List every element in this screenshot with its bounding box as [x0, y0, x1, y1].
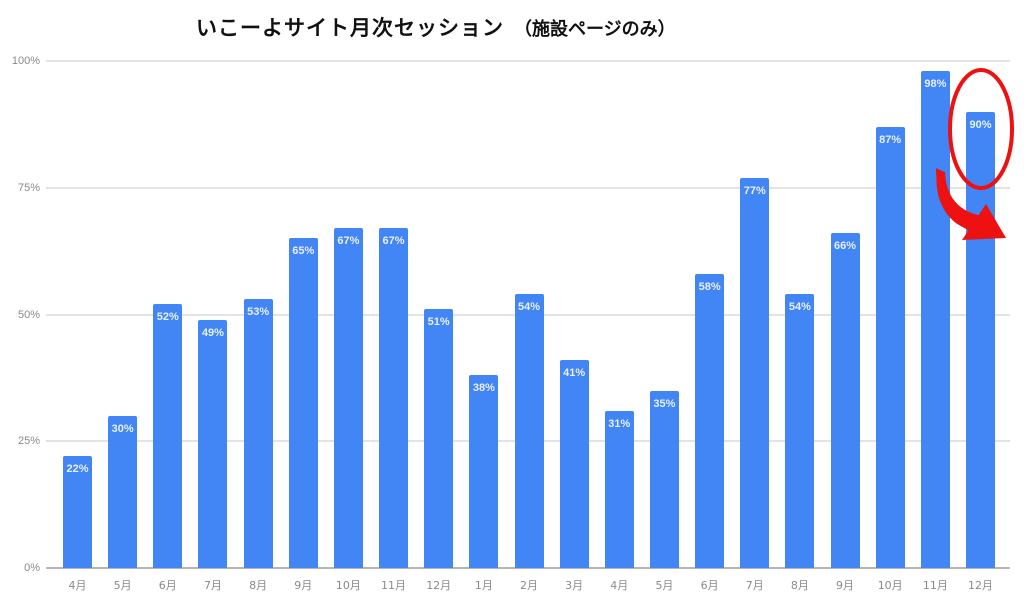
bar-value-label: 77%	[743, 184, 766, 197]
bar: 53%	[243, 299, 273, 568]
x-tick-label: 11月	[922, 579, 948, 592]
y-tick-label: 50%	[17, 308, 40, 321]
bar: 52%	[153, 304, 183, 568]
bar-value-label: 53%	[247, 306, 270, 319]
gridline	[46, 60, 1010, 62]
bar: 49%	[198, 319, 228, 568]
bar-value-label: 49%	[201, 326, 224, 339]
bar-value-label: 90%	[969, 118, 992, 131]
bar-value-label: 54%	[517, 301, 541, 314]
chart-title: いこーよサイト月次セッション （施設ページのみ）	[196, 12, 676, 42]
bar-value-label: 52%	[156, 311, 179, 324]
bar-value-label: 31%	[608, 417, 631, 430]
x-tick-label: 8月	[249, 579, 268, 592]
x-tick-label: 4月	[68, 579, 87, 592]
bar-value-label: 41%	[563, 367, 586, 380]
y-tick-label: 75%	[17, 181, 40, 194]
bar: 51%	[424, 309, 454, 568]
bar-value-label: 98%	[924, 78, 947, 91]
x-tick-label: 7月	[203, 579, 222, 592]
x-tick-label: 4月	[610, 579, 629, 592]
bar-value-label: 35%	[653, 397, 676, 410]
x-tick-label: 10月	[877, 579, 903, 592]
bar-value-label: 58%	[698, 280, 721, 293]
chart-title-main: いこーよサイト月次セッション	[196, 16, 504, 40]
x-tick-label: 11月	[381, 579, 407, 592]
bar-value-label: 22%	[66, 463, 89, 476]
bar: 35%	[649, 390, 679, 568]
x-tick-label: 9月	[294, 579, 313, 592]
y-tick-label: 100%	[11, 55, 40, 67]
bar: 38%	[469, 375, 499, 568]
bar: 54%	[514, 294, 544, 568]
bar: 90%	[966, 111, 995, 568]
bar-value-label: 66%	[834, 240, 857, 253]
bar-value-label: 65%	[292, 245, 315, 258]
x-tick-label: 7月	[745, 579, 764, 592]
x-tick-label: 1月	[474, 579, 493, 592]
x-axis-line	[46, 567, 1010, 569]
bar-value-label: 67%	[337, 235, 360, 248]
x-tick-label: 5月	[113, 579, 132, 592]
bar-value-label: 54%	[788, 301, 811, 314]
x-tick-label: 6月	[158, 579, 177, 592]
gridline	[46, 186, 1010, 189]
x-tick-label: 12月	[968, 579, 993, 592]
x-tick-label: 9月	[836, 579, 855, 592]
bar: 30%	[108, 415, 138, 568]
bar: 65%	[288, 238, 318, 568]
bar: 77%	[740, 177, 770, 568]
y-tick-label: 25%	[17, 435, 40, 448]
bar: 66%	[830, 233, 860, 568]
bar: 67%	[333, 228, 363, 568]
y-tick-label: 0%	[24, 562, 40, 574]
bar: 98%	[920, 71, 950, 568]
bar: 67%	[379, 228, 409, 568]
x-tick-label: 3月	[565, 579, 584, 592]
bar: 31%	[604, 410, 634, 568]
bar-value-label: 38%	[472, 382, 495, 395]
x-tick-label: 2月	[520, 579, 538, 592]
bar: 54%	[785, 294, 815, 568]
x-tick-label: 6月	[700, 579, 719, 592]
x-tick-label: 5月	[655, 579, 674, 592]
bar-value-label: 67%	[382, 235, 405, 248]
x-tick-label: 12月	[426, 579, 452, 592]
bar: 22%	[63, 456, 92, 568]
x-tick-label: 8月	[790, 579, 809, 592]
chart-title-sub: （施設ページのみ）	[514, 19, 676, 40]
bar-value-label: 51%	[427, 316, 450, 329]
bar: 58%	[695, 273, 725, 568]
bar: 41%	[559, 360, 589, 568]
bar: 87%	[875, 126, 905, 568]
x-tick-label: 10月	[335, 579, 361, 592]
bar-value-label: 87%	[879, 133, 902, 146]
bar-value-label: 30%	[111, 422, 134, 435]
